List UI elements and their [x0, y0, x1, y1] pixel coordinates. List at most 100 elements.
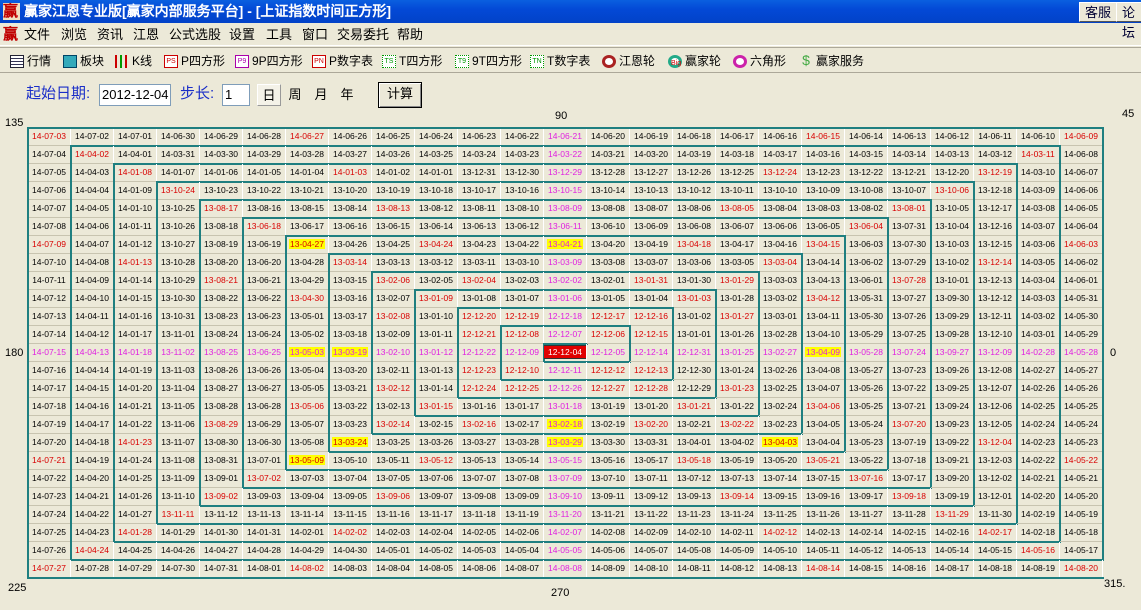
- date-cell[interactable]: 14-04-21: [71, 488, 114, 506]
- date-cell[interactable]: 14-07-20: [28, 434, 71, 452]
- date-cell[interactable]: 13-11-18: [458, 506, 501, 524]
- date-cell[interactable]: 14-06-28: [243, 128, 286, 146]
- date-cell[interactable]: 14-01-15: [114, 290, 157, 308]
- date-cell[interactable]: 14-04-15: [71, 380, 114, 398]
- date-cell[interactable]: 14-03-18: [716, 146, 759, 164]
- date-cell[interactable]: 13-07-24: [888, 344, 931, 362]
- date-cell[interactable]: 12-12-28: [630, 380, 673, 398]
- date-cell[interactable]: 13-09-05: [329, 488, 372, 506]
- toolbar-ts-button[interactable]: TS T四方形: [382, 48, 442, 74]
- date-cell[interactable]: 13-08-11: [458, 200, 501, 218]
- date-cell[interactable]: 14-07-01: [114, 128, 157, 146]
- date-cell[interactable]: 14-06-21: [544, 128, 587, 146]
- date-cell[interactable]: 13-10-29: [157, 272, 200, 290]
- date-cell[interactable]: 13-05-24: [845, 416, 888, 434]
- date-cell[interactable]: 13-05-21: [802, 452, 845, 470]
- center-date-cell[interactable]: 12-12-04: [544, 344, 587, 362]
- date-cell[interactable]: 14-05-09: [716, 542, 759, 560]
- date-cell[interactable]: 13-12-03: [974, 452, 1017, 470]
- date-cell[interactable]: 13-08-28: [200, 398, 243, 416]
- date-cell[interactable]: 13-04-30: [286, 290, 329, 308]
- date-cell[interactable]: 13-10-22: [243, 182, 286, 200]
- date-cell[interactable]: 14-05-11: [802, 542, 845, 560]
- date-cell[interactable]: 13-06-10: [587, 218, 630, 236]
- date-cell[interactable]: 14-07-13: [28, 308, 71, 326]
- date-cell[interactable]: 13-01-10: [415, 308, 458, 326]
- date-cell[interactable]: 14-06-08: [1060, 146, 1103, 164]
- date-cell[interactable]: 13-07-01: [243, 452, 286, 470]
- date-cell[interactable]: 13-05-08: [286, 434, 329, 452]
- date-cell[interactable]: 14-05-15: [974, 542, 1017, 560]
- date-cell[interactable]: 14-08-07: [501, 560, 544, 578]
- date-cell[interactable]: 13-07-11: [630, 470, 673, 488]
- date-cell[interactable]: 14-02-23: [1017, 434, 1060, 452]
- date-cell[interactable]: 13-05-16: [587, 452, 630, 470]
- date-cell[interactable]: 13-10-12: [673, 182, 716, 200]
- date-cell[interactable]: 13-11-08: [157, 452, 200, 470]
- date-cell[interactable]: 13-03-03: [759, 272, 802, 290]
- date-cell[interactable]: 13-10-23: [200, 182, 243, 200]
- date-cell[interactable]: 14-03-10: [1017, 164, 1060, 182]
- date-cell[interactable]: 13-11-27: [845, 506, 888, 524]
- date-cell[interactable]: 14-07-12: [28, 290, 71, 308]
- date-cell[interactable]: 14-05-21: [1060, 470, 1103, 488]
- date-cell[interactable]: 14-04-03: [71, 164, 114, 182]
- date-cell[interactable]: 14-07-24: [28, 506, 71, 524]
- date-cell[interactable]: 14-06-07: [1060, 164, 1103, 182]
- date-cell[interactable]: 13-04-29: [286, 272, 329, 290]
- date-cell[interactable]: 13-07-05: [372, 470, 415, 488]
- date-cell[interactable]: 14-06-13: [888, 128, 931, 146]
- date-cell[interactable]: 13-09-25: [931, 380, 974, 398]
- date-cell[interactable]: 13-12-28: [587, 164, 630, 182]
- toolbar-candlestick-button[interactable]: K线: [115, 48, 152, 74]
- date-cell[interactable]: 14-05-18: [1060, 524, 1103, 542]
- date-cell[interactable]: 14-06-17: [716, 128, 759, 146]
- date-cell[interactable]: 13-05-11: [372, 452, 415, 470]
- toolbar-hexagon-button[interactable]: 六角形: [733, 48, 786, 74]
- date-cell[interactable]: 13-08-19: [200, 236, 243, 254]
- date-cell[interactable]: 14-08-09: [587, 560, 630, 578]
- date-cell[interactable]: 14-02-01: [286, 524, 329, 542]
- date-cell[interactable]: 14-04-22: [71, 506, 114, 524]
- date-cell[interactable]: 12-12-30: [673, 362, 716, 380]
- date-cell[interactable]: 13-05-10: [329, 452, 372, 470]
- date-cell[interactable]: 14-08-16: [888, 560, 931, 578]
- menu-item-8[interactable]: 交易委托: [337, 27, 390, 42]
- date-cell[interactable]: 12-12-19: [501, 308, 544, 326]
- date-cell[interactable]: 13-03-13: [372, 254, 415, 272]
- date-cell[interactable]: 13-04-21: [544, 236, 587, 254]
- date-cell[interactable]: 13-09-24: [931, 398, 974, 416]
- date-cell[interactable]: 14-06-09: [1060, 128, 1103, 146]
- date-cell[interactable]: 14-03-28: [286, 146, 329, 164]
- date-cell[interactable]: 13-06-25: [243, 344, 286, 362]
- date-cell[interactable]: 13-07-27: [888, 290, 931, 308]
- date-cell[interactable]: 13-08-04: [759, 200, 802, 218]
- date-cell[interactable]: 13-03-12: [415, 254, 458, 272]
- date-cell[interactable]: 14-06-03: [1060, 236, 1103, 254]
- date-cell[interactable]: 13-02-18: [544, 416, 587, 434]
- date-cell[interactable]: 13-07-02: [243, 470, 286, 488]
- date-cell[interactable]: 13-03-07: [630, 254, 673, 272]
- date-cell[interactable]: 13-05-05: [286, 380, 329, 398]
- date-cell[interactable]: 14-03-01: [1017, 326, 1060, 344]
- date-cell[interactable]: 14-01-06: [200, 164, 243, 182]
- date-cell[interactable]: 13-04-20: [587, 236, 630, 254]
- toolbar-quote-table-button[interactable]: 行情: [10, 48, 51, 74]
- date-cell[interactable]: 13-01-28: [716, 290, 759, 308]
- date-cell[interactable]: 13-08-02: [845, 200, 888, 218]
- date-cell[interactable]: 13-09-09: [501, 488, 544, 506]
- date-cell[interactable]: 13-03-01: [759, 308, 802, 326]
- date-cell[interactable]: 13-09-01: [200, 470, 243, 488]
- date-cell[interactable]: 14-02-02: [329, 524, 372, 542]
- date-cell[interactable]: 14-01-20: [114, 380, 157, 398]
- date-cell[interactable]: 13-03-28: [501, 434, 544, 452]
- date-cell[interactable]: 13-04-27: [286, 236, 329, 254]
- date-cell[interactable]: 14-03-05: [1017, 254, 1060, 272]
- date-cell[interactable]: 14-04-07: [71, 236, 114, 254]
- date-cell[interactable]: 13-01-16: [458, 398, 501, 416]
- date-cell[interactable]: 13-10-13: [630, 182, 673, 200]
- date-cell[interactable]: 13-07-08: [501, 470, 544, 488]
- date-cell[interactable]: 13-05-02: [286, 326, 329, 344]
- date-cell[interactable]: 14-07-09: [28, 236, 71, 254]
- date-cell[interactable]: 14-07-06: [28, 182, 71, 200]
